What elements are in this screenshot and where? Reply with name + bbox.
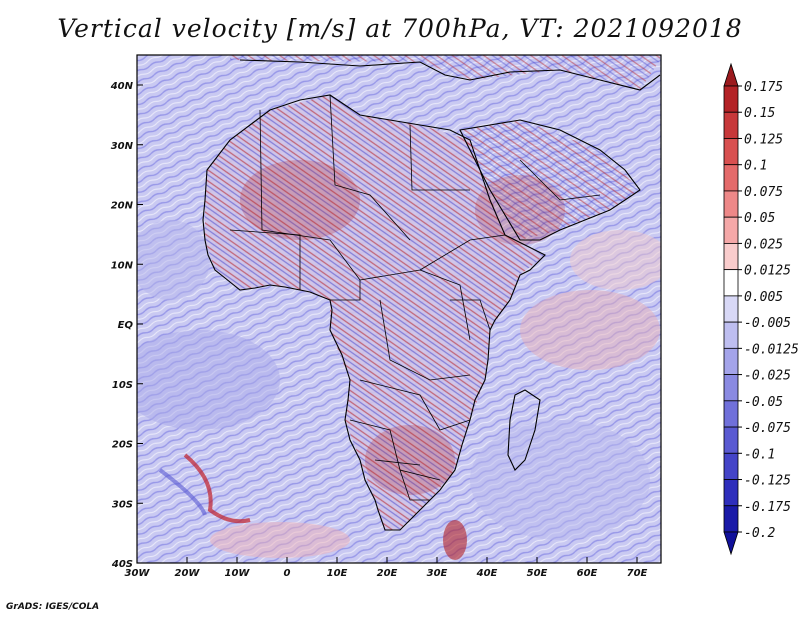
- y-tick-label: EQ: [118, 320, 134, 331]
- colorbar-swatch: [723, 62, 739, 87]
- colorbar-swatch: [723, 85, 739, 113]
- colorbar-label: -0.025: [744, 369, 791, 384]
- colorbar-swatch: [723, 374, 739, 402]
- colorbar-swatch: [723, 190, 739, 218]
- colorbar-label: -0.175: [744, 500, 791, 515]
- colorbar-label: 0.175: [744, 80, 783, 95]
- colorbar-swatch: [723, 295, 739, 323]
- y-tick-label: 30S: [112, 499, 133, 510]
- colorbar-swatch: [723, 243, 739, 271]
- coastlines: [202, 59, 661, 531]
- y-tick-label: 10N: [111, 260, 134, 271]
- x-tick-label: 40E: [476, 568, 498, 579]
- x-tick-label: 20E: [377, 568, 398, 579]
- colorbar-label: -0.2: [744, 526, 775, 541]
- plot-frame: [136, 54, 662, 564]
- colorbar-swatch: [723, 479, 739, 507]
- y-tick-label: 20N: [111, 201, 134, 212]
- colorbar-label: -0.0125: [744, 342, 799, 357]
- x-tick-label: 70E: [627, 568, 648, 579]
- colorbar-label: 0.075: [744, 185, 783, 200]
- colorbar-swatch: [723, 269, 739, 297]
- colorbar-swatch: [723, 426, 739, 454]
- y-tick-label: 40N: [110, 81, 134, 92]
- colorbar-swatch: [723, 321, 739, 349]
- map-title: Vertical velocity [m/s] at 700hPa, VT: 2…: [57, 14, 743, 43]
- colorbar-label: 0.125: [744, 132, 783, 147]
- velocity-field: [137, 55, 661, 563]
- y-tick-label: 10S: [112, 380, 133, 391]
- colorbar-swatch: [723, 111, 739, 139]
- x-tick-label: 20W: [175, 568, 201, 579]
- country-borders: [229, 94, 601, 501]
- x-tick-label: 10W: [225, 568, 251, 579]
- colorbar-swatch: [723, 138, 739, 166]
- colorbar-label: 0.0125: [744, 264, 791, 279]
- colorbar: 0.175 0.15 0.125 0.1 0.075 0.05 0.025 0.0125 0.0…: [723, 62, 799, 556]
- colorbar-label: 0.05: [744, 211, 775, 226]
- x-tick-label: 60E: [577, 568, 598, 579]
- colorbar-label: 0.15: [744, 106, 775, 121]
- y-axis-ticks: 40N 30N 20N 10N EQ 10S 20S 30S 40S: [110, 81, 143, 570]
- colorbar-label: 0.005: [744, 290, 783, 305]
- x-tick-label: 30E: [427, 568, 448, 579]
- x-tick-label: 0: [284, 568, 291, 579]
- colorbar-label: -0.075: [744, 421, 791, 436]
- y-tick-label: 30N: [111, 141, 134, 152]
- colorbar-swatch: [723, 400, 739, 428]
- y-tick-label: 20S: [112, 440, 133, 451]
- y-tick-label: 40S: [111, 559, 133, 570]
- colorbar-swatch: [723, 164, 739, 192]
- colorbar-label: -0.125: [744, 474, 791, 489]
- colorbar-swatch: [723, 216, 739, 244]
- colorbar-swatch: [723, 531, 739, 556]
- colorbar-swatch: [723, 347, 739, 375]
- colorbar-label: 0.025: [744, 237, 783, 252]
- x-tick-label: 30W: [125, 568, 151, 579]
- colorbar-label: -0.05: [744, 395, 783, 410]
- colorbar-label: 0.1: [744, 159, 767, 174]
- colorbar-swatch: [723, 505, 739, 533]
- grads-credit: GrADS: IGES/COLA: [6, 602, 100, 612]
- x-axis-ticks: 30W 20W 10W 0 10E 20E 30E 40E 50E 60E 70E: [125, 557, 648, 579]
- colorbar-swatch: [723, 452, 739, 480]
- colorbar-label: -0.1: [744, 447, 775, 462]
- colorbar-label: -0.005: [744, 316, 791, 331]
- x-tick-label: 10E: [327, 568, 348, 579]
- x-tick-label: 50E: [527, 568, 548, 579]
